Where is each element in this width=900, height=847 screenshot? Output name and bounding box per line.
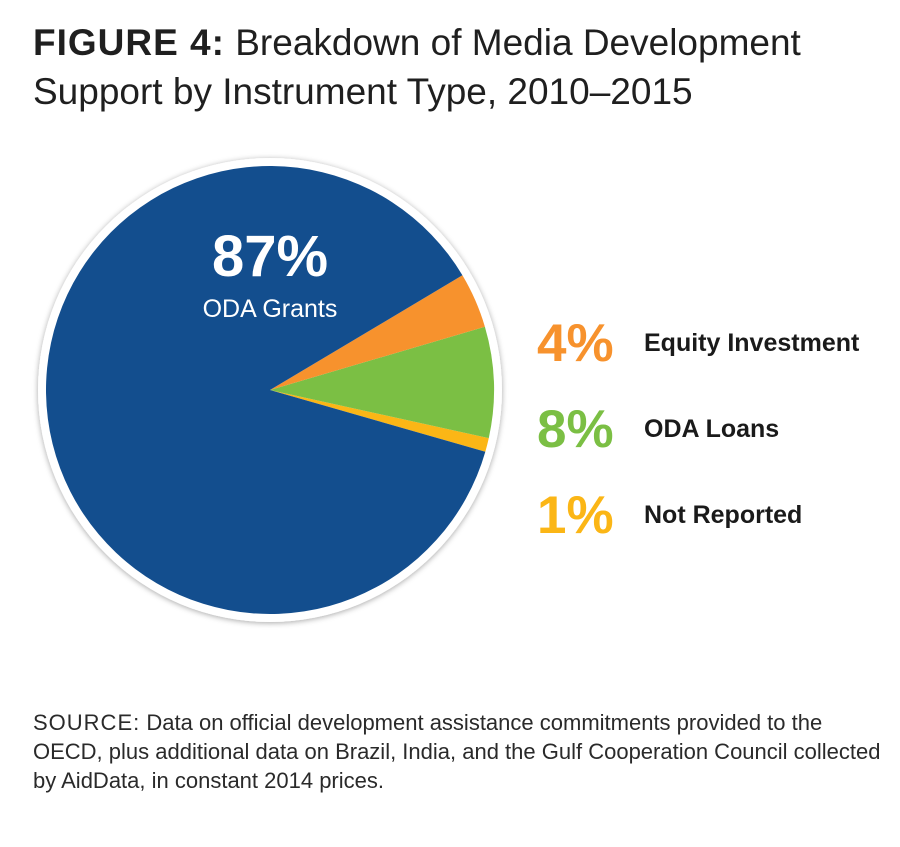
legend-label-oda-loans: ODA Loans bbox=[644, 414, 780, 443]
legend-value-not-reported: 1% bbox=[537, 485, 614, 545]
pie-slice-oda-grants bbox=[46, 166, 486, 615]
legend-item-oda-loans: 8% ODA Loans bbox=[537, 386, 859, 472]
legend-item-equity-investment: 4% Equity Investment bbox=[537, 300, 859, 386]
chart-title: FIGURE 4: Breakdown of Media Development… bbox=[33, 18, 883, 116]
legend-label-equity-investment: Equity Investment bbox=[644, 328, 860, 357]
title-line-2: Support by Instrument Type, 2010–2015 bbox=[33, 71, 693, 112]
chart-legend: 4% Equity Investment 8% ODA Loans 1% Not… bbox=[537, 300, 859, 558]
slice-name-label-oda-grants: ODA Grants bbox=[203, 295, 338, 323]
legend-value-equity-investment: 4% bbox=[537, 313, 614, 373]
pie-slice-oda-loans bbox=[270, 326, 495, 439]
source-note: SOURCE: Data on official development ass… bbox=[33, 708, 883, 795]
source-text: Data on official development assistance … bbox=[33, 710, 881, 793]
legend-item-not-reported: 1% Not Reported bbox=[537, 472, 859, 558]
figure-label: FIGURE 4: bbox=[33, 22, 225, 63]
legend-label-not-reported: Not Reported bbox=[644, 500, 803, 529]
legend-value-oda-loans: 8% bbox=[537, 399, 614, 459]
pie-slice-equity-investment bbox=[270, 275, 485, 390]
slice-value-label-oda-grants: 87% bbox=[212, 224, 328, 289]
pie-slices bbox=[46, 166, 495, 615]
pie-slice-not-reported bbox=[270, 390, 489, 452]
title-line-1: Breakdown of Media Development bbox=[235, 22, 801, 63]
source-label: SOURCE: bbox=[33, 710, 141, 735]
